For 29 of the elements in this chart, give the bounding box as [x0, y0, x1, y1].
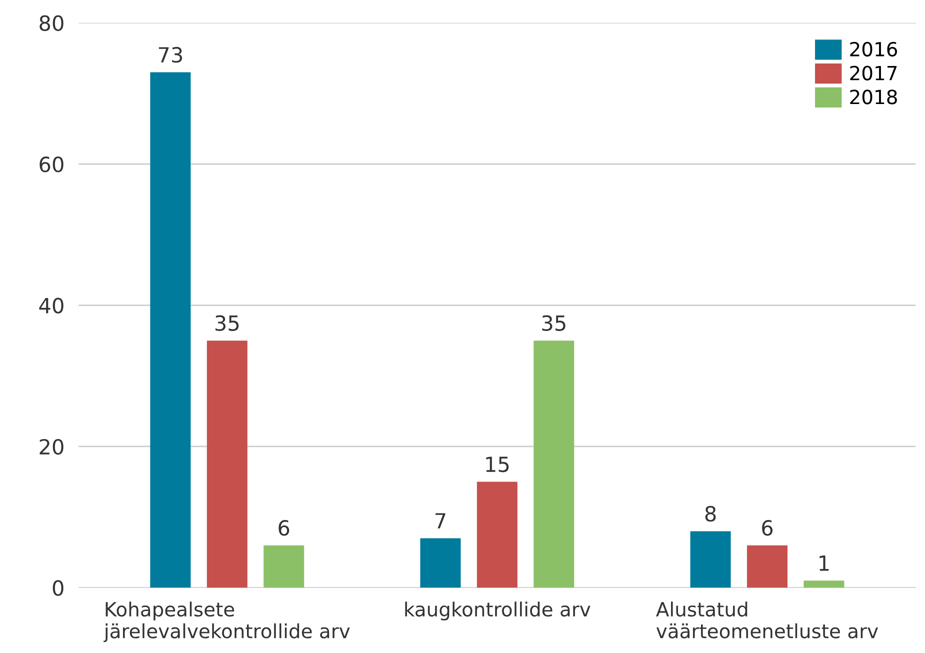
data-label: 6: [762, 520, 773, 536]
bar: [476, 482, 518, 588]
data-label: 8: [705, 506, 716, 522]
legend-label: 2016: [850, 42, 898, 57]
bar: [534, 340, 574, 588]
data-label: 7: [436, 513, 446, 528]
bar: [150, 72, 191, 588]
bar: [690, 531, 731, 588]
bar: [264, 545, 304, 588]
legend-label: 2017: [850, 66, 897, 80]
data-label: 35: [215, 315, 239, 331]
data-label: 6: [278, 520, 290, 536]
legend-label: 2018: [850, 90, 897, 104]
data-label: 1: [820, 556, 829, 571]
y-tick-label: 20: [40, 438, 64, 455]
bar: [746, 545, 788, 588]
data-label: 35: [542, 315, 566, 331]
y-tick-label: 40: [39, 298, 64, 314]
x-tick-label: kaugkontrollide arv: [405, 602, 590, 620]
y-tick-label: 0: [52, 580, 64, 596]
x-tick-label: Kohapealsete järelevalvekontrollide arv: [104, 602, 350, 642]
y-tick-label: 80: [40, 15, 64, 32]
data-label: 73: [158, 46, 182, 63]
bar: [206, 340, 248, 588]
x-tick-label: Alustatud väärteomenetluste arv: [656, 602, 878, 638]
bar: [420, 538, 461, 588]
bar: [804, 580, 844, 588]
y-tick-label: 60: [40, 156, 64, 172]
data-label: 15: [486, 456, 509, 472]
